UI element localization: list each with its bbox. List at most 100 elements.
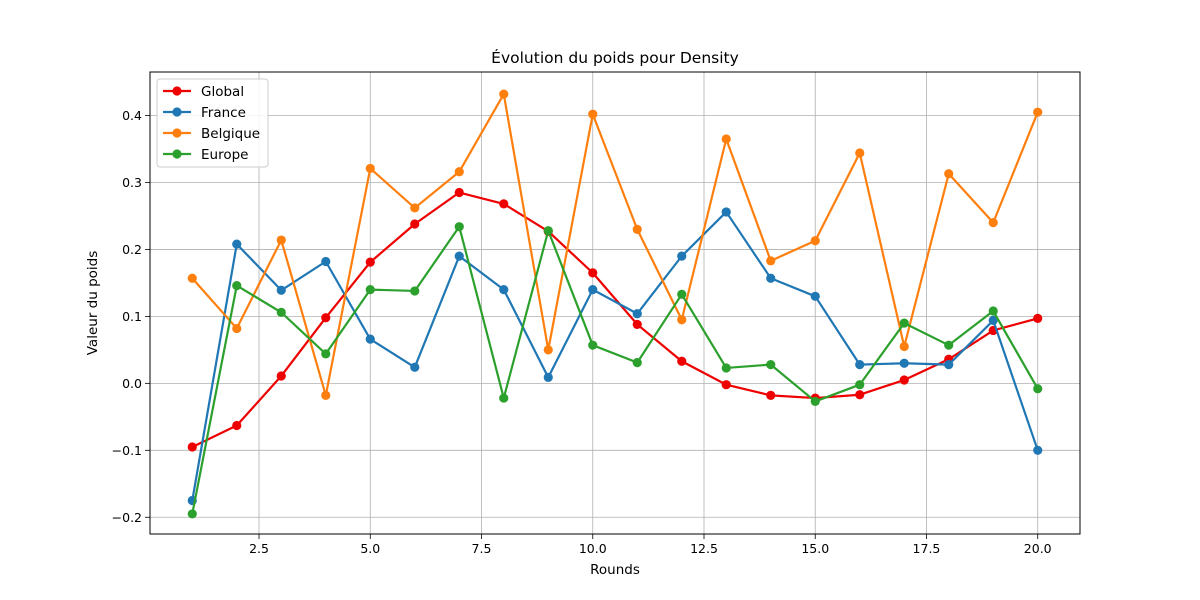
x-tick-label: 17.5 [913, 541, 941, 556]
data-point-france [276, 285, 286, 295]
grid [150, 72, 1080, 534]
legend-box [156, 78, 269, 168]
data-point-france [810, 291, 820, 301]
data-point-global [410, 219, 420, 229]
data-point-france [899, 358, 909, 368]
data-point-belgique [499, 89, 509, 99]
data-point-belgique [988, 218, 998, 228]
data-point-belgique [944, 169, 954, 179]
data-point-france [410, 362, 420, 372]
y-tick-label: 0.3 [122, 175, 142, 190]
data-point-europe [721, 363, 731, 373]
data-point-global [632, 319, 642, 330]
data-point-global [855, 390, 865, 400]
data-point-europe [232, 280, 242, 291]
data-point-europe [499, 393, 509, 403]
data-point-europe [899, 318, 909, 328]
x-tick-label: 5.0 [360, 541, 380, 556]
data-point-europe [1033, 384, 1043, 394]
data-point-france [632, 309, 642, 319]
data-point-global [677, 356, 687, 366]
data-point-europe [276, 307, 286, 317]
series-line-belgique [191, 92, 1039, 397]
data-point-belgique [677, 315, 687, 325]
legend-label: France [201, 105, 246, 121]
data-point-france [766, 273, 776, 283]
data-point-europe [988, 306, 998, 316]
data-point-europe [855, 380, 865, 390]
y-axis-label: Valeur du poids [85, 251, 101, 356]
data-point-europe [944, 340, 954, 350]
y-tick-label: 0.2 [122, 242, 142, 257]
data-point-europe [766, 360, 776, 370]
data-point-france [543, 372, 553, 382]
series-line-global [191, 191, 1039, 448]
legend-marker [172, 149, 182, 159]
data-point-europe [365, 285, 375, 295]
data-point-belgique [588, 109, 598, 119]
data-point-belgique [721, 134, 731, 144]
data-point-belgique [810, 236, 820, 246]
data-point-france [232, 239, 242, 249]
data-point-europe [810, 396, 820, 407]
data-point-france [365, 334, 375, 344]
data-point-france [1033, 445, 1043, 455]
legend-item: Europe [163, 147, 248, 163]
data-point-europe [632, 357, 642, 368]
data-point-france [588, 285, 598, 295]
legend-marker [172, 86, 182, 96]
data-point-belgique [899, 341, 909, 352]
data-point-belgique [766, 256, 776, 266]
legend-item: Global [163, 84, 244, 100]
series-line-europe [191, 225, 1039, 515]
x-tick-label: 2.5 [249, 541, 269, 556]
data-point-belgique [232, 323, 242, 334]
data-point-global [187, 442, 197, 452]
axis-ticks: 2.5 5.0 7.5 10.0 12.5 15.0 17.5 20.0 −0.2 −0.1 0.0… [112, 108, 1052, 556]
data-point-europe [454, 222, 464, 232]
data-point-belgique [855, 148, 865, 158]
data-point-france [988, 315, 998, 326]
data-point-europe [677, 289, 687, 299]
data-point-global [1033, 313, 1043, 323]
data-point-belgique [410, 203, 420, 213]
data-point-europe [321, 349, 331, 359]
data-point-global [365, 257, 375, 267]
x-tick-label: 7.5 [472, 541, 492, 556]
plot-frame [149, 71, 1081, 535]
y-tick-label: 0.1 [122, 309, 142, 324]
data-point-global [321, 313, 331, 323]
legend-item: Belgique [163, 126, 260, 142]
data-point-belgique [543, 345, 553, 355]
data-point-france [321, 256, 331, 267]
data-point-belgique [321, 390, 331, 400]
series-global [187, 187, 1043, 452]
x-tick-label: 12.5 [690, 541, 718, 556]
data-point-europe [187, 509, 197, 519]
series-europe [187, 222, 1043, 519]
chart-title: Évolution du poids pour Density [491, 48, 739, 67]
data-point-europe [410, 286, 420, 296]
legend-marker [172, 128, 182, 138]
series-group [187, 89, 1043, 519]
data-point-global [899, 375, 909, 385]
legend-marker [172, 107, 182, 117]
data-point-belgique [454, 167, 464, 177]
legend-item: France [163, 105, 246, 121]
data-point-france [944, 360, 954, 370]
legend-label: Europe [201, 147, 248, 163]
x-tick-label: 15.0 [801, 541, 829, 556]
data-point-france [721, 207, 731, 217]
series-france [187, 207, 1043, 506]
data-point-france [499, 285, 509, 295]
data-point-global [276, 371, 286, 381]
data-point-belgique [1033, 107, 1043, 117]
data-point-belgique [276, 235, 286, 245]
data-point-france [454, 251, 464, 261]
x-tick-label: 10.0 [579, 541, 607, 556]
data-point-global [232, 420, 242, 431]
data-point-belgique [187, 273, 197, 283]
data-point-europe [543, 226, 553, 236]
